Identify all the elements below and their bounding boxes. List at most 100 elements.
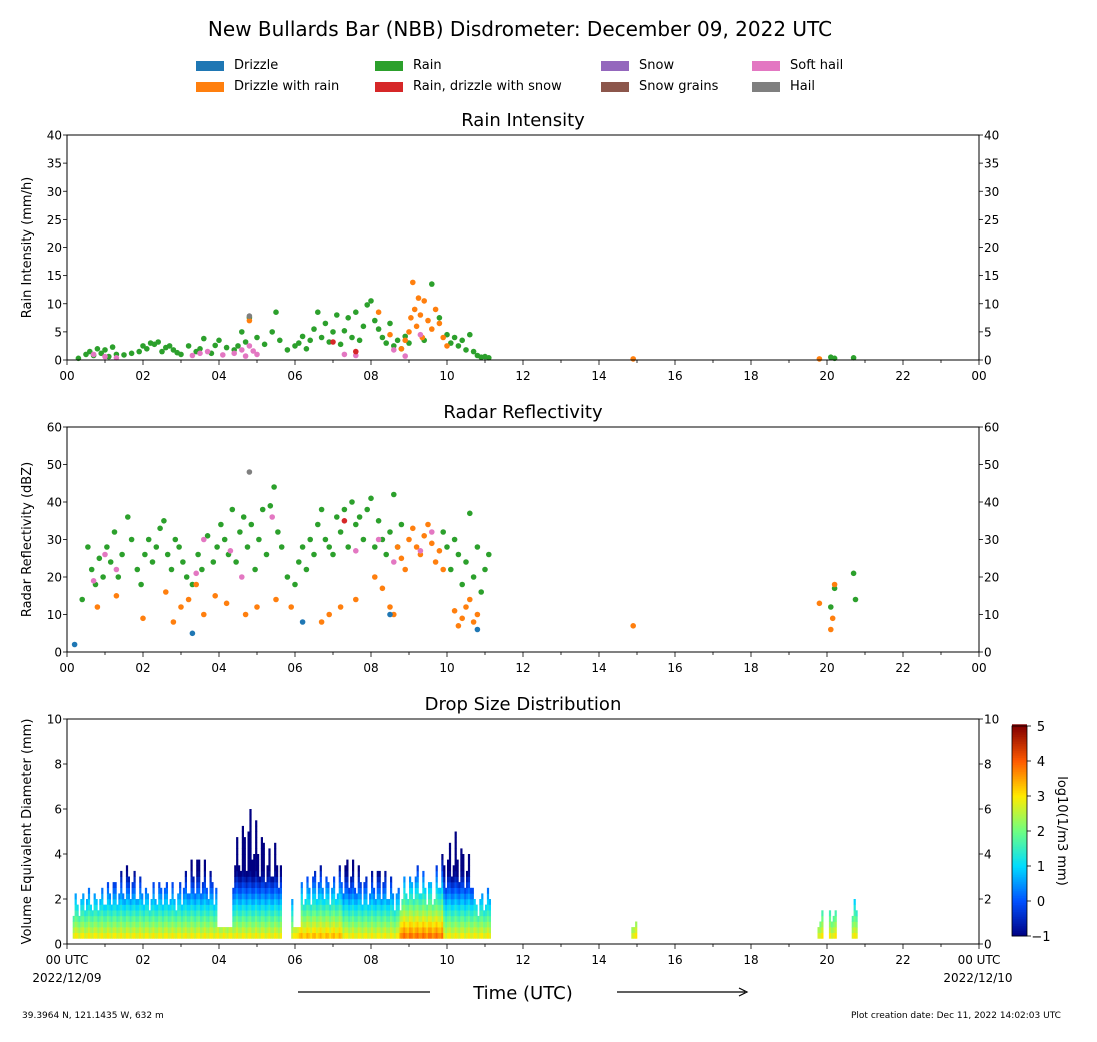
dsd-cell [357, 865, 360, 872]
dsd-cell [410, 927, 414, 934]
dsd-cell [393, 921, 396, 928]
dsd-cell [469, 910, 472, 917]
dsd-cell [245, 927, 248, 934]
dsd-cell [148, 910, 151, 917]
dsd-cell [105, 921, 108, 928]
dsd-cell [139, 927, 142, 934]
dsd-cell [110, 904, 113, 911]
dsd-cell [462, 904, 465, 911]
dsd-cell [118, 899, 121, 905]
dsd-cell [211, 904, 214, 911]
data-point-rain [149, 559, 156, 565]
y-tick-label-left: 8 [54, 758, 62, 772]
dsd-cell [239, 870, 243, 877]
data-point-rain [267, 503, 274, 509]
dsd-cell [456, 887, 459, 894]
dsd-cell [264, 899, 267, 905]
dsd-cell [152, 893, 155, 900]
dsd-cell [350, 921, 353, 928]
dsd-cell [403, 927, 406, 934]
dsd-cell [834, 910, 837, 917]
dsd-cell [306, 932, 309, 939]
dsd-cell [247, 837, 250, 844]
legend-label: Drizzle [234, 58, 279, 73]
dsd-cell [262, 927, 265, 934]
dsd-cell [131, 904, 134, 911]
dsd-cell [238, 876, 241, 883]
dsd-cell [418, 927, 421, 934]
data-point-drizzle-with-rain [212, 593, 218, 599]
dsd-cell [405, 927, 408, 934]
dsd-cell [454, 932, 457, 939]
dsd-cell [443, 899, 446, 905]
data-point-rain [353, 309, 359, 316]
dsd-cell [384, 904, 387, 911]
creation-date-note: Plot creation date: Dec 11, 2022 14:02:0… [851, 1011, 1061, 1021]
dsd-cell [334, 915, 338, 922]
dsd-cell [266, 887, 269, 894]
dsd-cell [464, 915, 467, 922]
dsd-cell [348, 887, 351, 894]
dsd-cell [350, 899, 353, 905]
dsd-cell [184, 882, 187, 889]
dsd-cell [144, 893, 148, 900]
dsd-cell [450, 921, 453, 928]
colorbar-segment [1012, 743, 1027, 746]
dsd-cell [834, 921, 837, 928]
dsd-cell [428, 893, 431, 900]
dsd-cell [255, 825, 258, 832]
dsd-cell [369, 899, 372, 905]
colorbar-segment [1012, 801, 1027, 804]
dsd-cell [86, 927, 89, 934]
dsd-cell [184, 927, 187, 934]
dsd-cell [268, 854, 271, 860]
dsd-cell [211, 927, 214, 934]
dsd-cell [232, 899, 235, 905]
dsd-cell [171, 915, 174, 922]
dsd-cell [378, 893, 381, 900]
dsd-cell [215, 932, 218, 939]
dsd-cell [300, 932, 303, 939]
dsd-cell [454, 870, 457, 877]
dsd-cell [390, 910, 393, 917]
colorbar-segment [1012, 906, 1027, 909]
dsd-cell [633, 927, 636, 934]
dsd-cell [418, 915, 421, 922]
data-point-drizzle-with-rain [387, 331, 393, 338]
y-tick-label-right: 5 [984, 325, 992, 339]
data-point-rain [233, 559, 239, 565]
legend-label: Rain [413, 58, 442, 73]
data-point-rain [467, 510, 473, 517]
dsd-cell [376, 910, 379, 917]
dsd-cell [334, 910, 338, 917]
dsd-cell [355, 915, 358, 922]
dsd-cell [198, 921, 201, 928]
dsd-cell [201, 932, 205, 939]
dsd-cell [215, 921, 218, 928]
dsd-cell [304, 932, 307, 939]
dsd-cell [213, 921, 216, 928]
dsd-cell [458, 932, 461, 939]
data-point-rain [470, 348, 477, 355]
dsd-cell [424, 921, 427, 928]
dsd-cell [469, 927, 472, 934]
dsd-cell [308, 893, 311, 900]
data-point-drizzle-with-rain [178, 604, 184, 610]
dsd-cell [359, 904, 362, 911]
dsd-cell [162, 927, 165, 934]
dsd-cell [333, 887, 336, 894]
dsd-cell [437, 932, 440, 939]
dsd-cell [409, 932, 412, 939]
dsd-cell [110, 932, 113, 939]
data-point-soft-hail [391, 347, 397, 353]
dsd-cell [72, 932, 75, 939]
dsd-cell [194, 932, 197, 939]
dsd-cell [486, 887, 490, 894]
data-point-rain [145, 536, 152, 543]
dsd-cell [257, 904, 260, 911]
dsd-cell [395, 904, 398, 911]
dsd-cell [245, 921, 248, 928]
dsd-cell [333, 893, 336, 900]
dsd-cell [236, 893, 239, 900]
